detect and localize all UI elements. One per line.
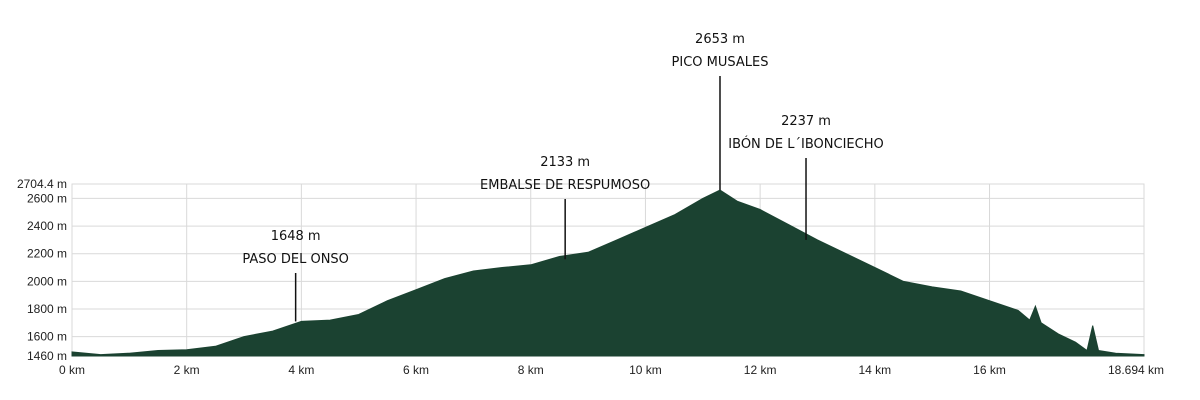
x-axis: 0 km 2 km 4 km 6 km 8 km 10 km 12 km 14 km 16 km… — [59, 363, 1164, 377]
x-tick-label: 12 km — [744, 363, 777, 377]
annotation-name: IBÓN DE L´IBONCIECHO — [728, 136, 883, 152]
annotation-name: PASO DEL ONSO — [242, 252, 349, 267]
annotation-name: EMBALSE DE RESPUMOSO — [480, 178, 650, 193]
y-axis: 1460 m 1600 m 1800 m 2000 m 2200 m 2400 m 2600… — [17, 177, 67, 363]
y-tick-label: 2000 m — [27, 274, 67, 288]
y-tick-label: 2600 m — [27, 191, 67, 205]
area-layer — [71, 189, 1145, 357]
x-tick-label: 18.694 km — [1108, 363, 1164, 377]
x-tick-label: 4 km — [288, 363, 314, 377]
annotation-elevation: 2133 m — [540, 155, 590, 170]
annotation-elevation: 2653 m — [695, 32, 745, 47]
y-tick-label: 1800 m — [27, 302, 67, 316]
x-tick-label: 16 km — [973, 363, 1006, 377]
elevation-area — [71, 189, 1145, 357]
x-tick-label: 2 km — [174, 363, 200, 377]
x-tick-label: 0 km — [59, 363, 85, 377]
y-tick-label: 1460 m — [27, 349, 67, 363]
x-tick-label: 10 km — [629, 363, 662, 377]
annotations: 1648 m PASO DEL ONSO 2133 m EMBALSE DE RESP… — [242, 32, 884, 322]
annotation-elevation: 2237 m — [781, 114, 831, 129]
annotation-elevation: 1648 m — [271, 229, 321, 244]
y-tick-label: 2200 m — [27, 247, 67, 261]
x-tick-label: 14 km — [858, 363, 891, 377]
x-tick-label: 6 km — [403, 363, 429, 377]
y-tick-label: 2400 m — [27, 219, 67, 233]
y-tick-label: 2704.4 m — [17, 177, 67, 191]
annotation-name: PICO MUSALES — [672, 55, 769, 70]
x-tick-label: 8 km — [518, 363, 544, 377]
y-tick-label: 1600 m — [27, 330, 67, 344]
